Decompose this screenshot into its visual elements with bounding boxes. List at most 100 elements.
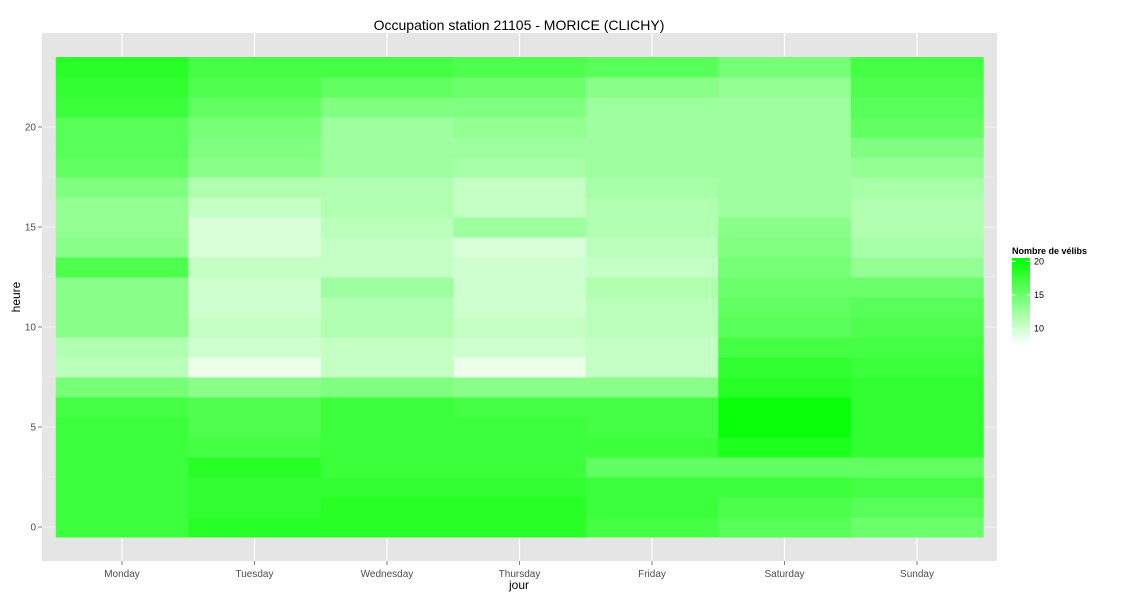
legend-break-label: 10 [1034, 323, 1044, 333]
heatmap-cell [850, 417, 984, 438]
heatmap-cell [55, 437, 189, 458]
heatmap-cell [55, 137, 189, 158]
heatmap-cell [188, 297, 322, 318]
heatmap-cell [718, 237, 852, 258]
heatmap-cell [850, 297, 984, 318]
heatmap-cell [453, 297, 587, 318]
heatmap-cell [320, 137, 454, 158]
heatmap-cell [453, 357, 587, 378]
heatmap-cell [55, 517, 189, 538]
heatmap-cell [320, 457, 454, 478]
heatmap-cell [55, 477, 189, 498]
heatmap-cell [585, 317, 719, 338]
heatmap-cell [453, 197, 587, 218]
heatmap-cell [55, 497, 189, 518]
heatmap-cell [585, 457, 719, 478]
heatmap-cell [718, 337, 852, 358]
heatmap-cell [55, 457, 189, 478]
heatmap-cell [718, 457, 852, 478]
heatmap-cell [850, 257, 984, 278]
heatmap-cell [453, 277, 587, 298]
heatmap-cell [718, 517, 852, 538]
heatmap-cell [585, 257, 719, 278]
heatmap-cell [718, 397, 852, 418]
heatmap-cell [850, 77, 984, 98]
legend-colorbar [1012, 258, 1030, 345]
heatmap-cell [585, 517, 719, 538]
heatmap-cell [585, 377, 719, 398]
heatmap-cell [320, 217, 454, 238]
heatmap-cell [718, 297, 852, 318]
heatmap-cell [320, 357, 454, 378]
heatmap-cell [320, 97, 454, 118]
heatmap-cell [585, 197, 719, 218]
heatmap-cell [55, 97, 189, 118]
heatmap-cell [55, 237, 189, 258]
heatmap-cell [850, 177, 984, 198]
heatmap-cell [850, 457, 984, 478]
heatmap-cell [585, 237, 719, 258]
heatmap-cell [188, 197, 322, 218]
heatmap-cell [453, 477, 587, 498]
heatmap-cell [718, 497, 852, 518]
heatmap-cell [585, 57, 719, 78]
heatmap-cell [453, 397, 587, 418]
heatmap-cell [718, 317, 852, 338]
heatmap-cell [320, 117, 454, 138]
heatmap-cell [585, 417, 719, 438]
heatmap-cell [188, 517, 322, 538]
heatmap-cell [585, 357, 719, 378]
chart-title: Occupation station 21105 - MORICE (CLICH… [374, 17, 665, 33]
heatmap-cell [453, 57, 587, 78]
heatmap-cell [585, 97, 719, 118]
heatmap-cell [188, 317, 322, 338]
heatmap-cell [453, 457, 587, 478]
heatmap-cell [188, 377, 322, 398]
x-tick-label: Friday [638, 569, 666, 580]
heatmap-cell [320, 317, 454, 338]
heatmap-cell [55, 277, 189, 298]
x-tick-label: Sunday [900, 569, 934, 580]
heatmap-cell [718, 437, 852, 458]
heatmap-cell [850, 217, 984, 238]
heatmap-cell [320, 277, 454, 298]
heatmap-cell [850, 197, 984, 218]
heatmap-cell [850, 337, 984, 358]
legend-title: Nombre de vélibs [1012, 246, 1087, 256]
heatmap-cell [453, 437, 587, 458]
y-tick-label: 5 [30, 423, 36, 434]
heatmap-cell [453, 97, 587, 118]
heatmap-cell [188, 237, 322, 258]
heatmap-cell [188, 137, 322, 158]
heatmap-cell [453, 217, 587, 238]
heatmap-cell [718, 477, 852, 498]
heatmap-cell [320, 197, 454, 218]
heatmap-cell [55, 317, 189, 338]
heatmap-cell [55, 177, 189, 198]
heatmap-cell [188, 217, 322, 238]
heatmap-cell [453, 417, 587, 438]
heatmap-cell [188, 177, 322, 198]
heatmap-cell [850, 237, 984, 258]
heatmap-cell [55, 377, 189, 398]
heatmap-cell [453, 237, 587, 258]
heatmap-cell [718, 277, 852, 298]
heatmap-cell [850, 97, 984, 118]
heatmap-cell [320, 437, 454, 458]
heatmap-cell [718, 117, 852, 138]
heatmap-cell [320, 377, 454, 398]
heatmap-cell [718, 417, 852, 438]
heatmap-cell [850, 137, 984, 158]
heatmap-cell [320, 397, 454, 418]
heatmap-cell [585, 337, 719, 358]
heatmap-tiles [55, 57, 984, 538]
heatmap-cell [320, 257, 454, 278]
heatmap-cell [585, 157, 719, 178]
heatmap-cell [718, 157, 852, 178]
heatmap-cell [718, 137, 852, 158]
heatmap-cell [320, 477, 454, 498]
heatmap-cell [453, 377, 587, 398]
heatmap-cell [850, 57, 984, 78]
heatmap-cell [453, 77, 587, 98]
